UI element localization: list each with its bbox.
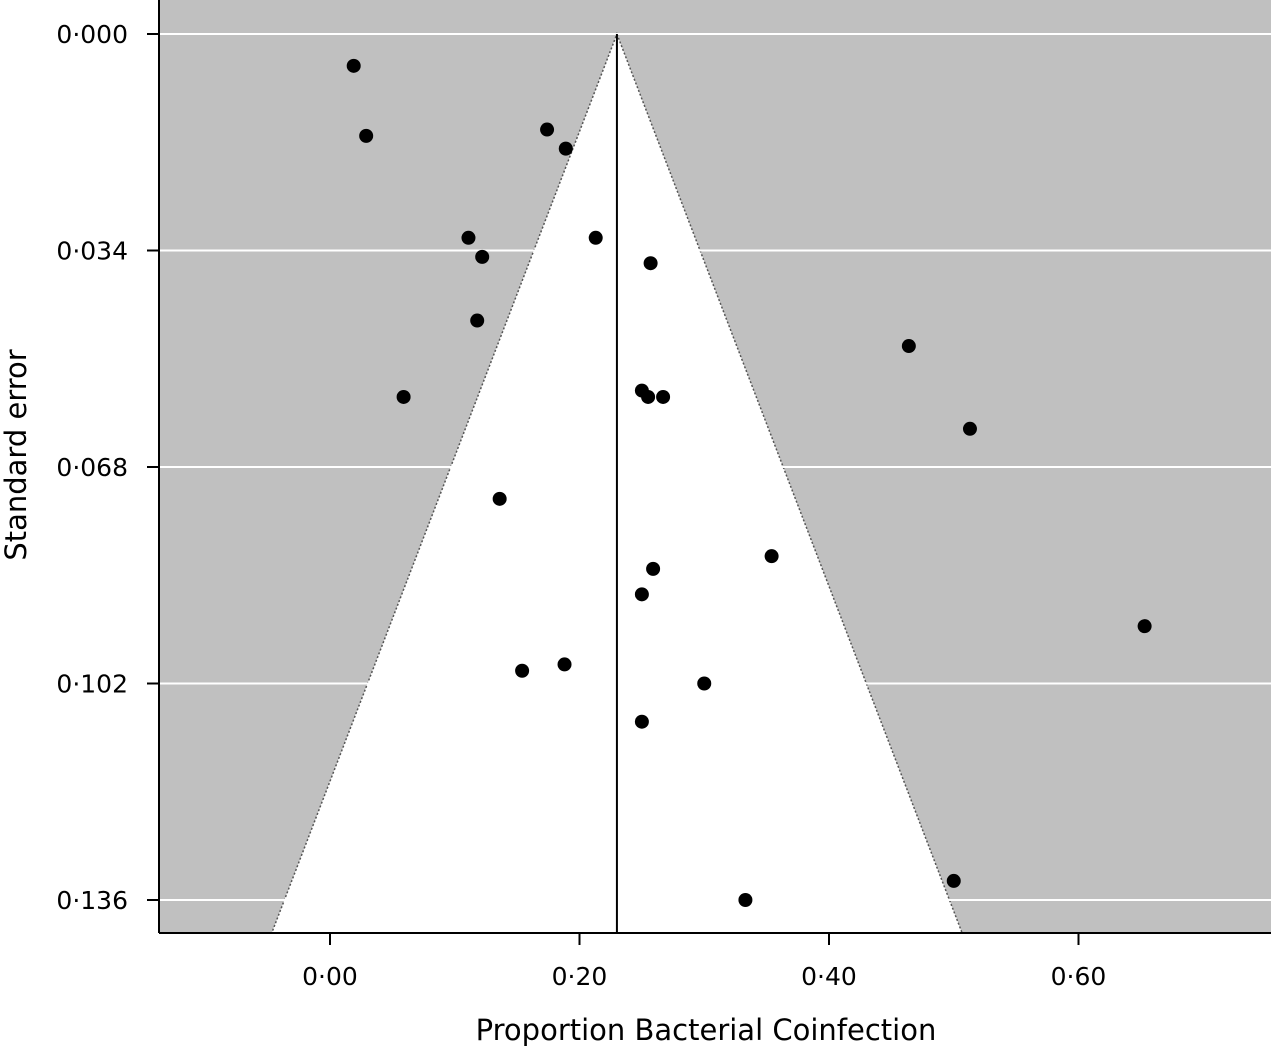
data-point: [588, 230, 603, 245]
x-axis-ticks: 0·00 0·20 0·40 0·60: [302, 933, 1106, 991]
y-tick-label: 0·000: [56, 20, 128, 49]
x-tick-label: 0·40: [801, 962, 857, 991]
data-point: [656, 389, 671, 404]
data-point: [697, 676, 712, 691]
data-point: [641, 389, 656, 404]
data-point: [470, 313, 485, 328]
data-point: [901, 339, 916, 354]
data-point: [946, 873, 961, 888]
data-point: [558, 141, 573, 156]
gridlines: [159, 33, 1271, 901]
x-tick-label: 0·60: [1051, 962, 1107, 991]
data-point: [643, 256, 658, 271]
data-point: [346, 58, 361, 73]
data-point: [515, 663, 530, 678]
data-point: [461, 230, 476, 245]
data-point: [634, 714, 649, 729]
y-tick-label: 0·136: [56, 886, 128, 915]
data-points: [346, 58, 1152, 907]
y-tick-label: 0·034: [56, 236, 128, 265]
data-point: [634, 587, 649, 602]
data-point: [1137, 619, 1152, 634]
x-axis-title: Proportion Bacterial Coinfection: [476, 1013, 937, 1047]
data-point: [646, 561, 661, 576]
data-point: [738, 892, 753, 907]
y-axis-title: Standard error: [0, 349, 33, 560]
data-point: [962, 421, 977, 436]
y-axis-ticks: 0·000 0·034 0·068 0·102 0·136: [56, 20, 159, 915]
data-point: [540, 122, 555, 137]
data-point: [557, 657, 572, 672]
y-tick-label: 0·068: [56, 453, 128, 482]
x-tick-label: 0·20: [552, 962, 608, 991]
data-point: [475, 249, 490, 264]
data-point: [764, 549, 779, 564]
data-point: [396, 389, 411, 404]
y-tick-label: 0·102: [56, 669, 128, 698]
data-point: [492, 491, 507, 506]
x-tick-label: 0·00: [302, 962, 358, 991]
data-point: [359, 128, 374, 143]
